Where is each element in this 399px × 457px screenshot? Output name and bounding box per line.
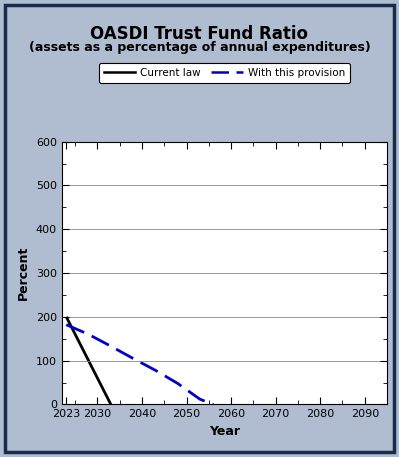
Text: (assets as a percentage of annual expenditures): (assets as a percentage of annual expend…: [29, 41, 370, 54]
Legend: Current law, With this provision: Current law, With this provision: [99, 63, 350, 83]
Y-axis label: Percent: Percent: [17, 246, 30, 300]
X-axis label: Year: Year: [209, 425, 240, 438]
Text: OASDI Trust Fund Ratio: OASDI Trust Fund Ratio: [91, 25, 308, 43]
